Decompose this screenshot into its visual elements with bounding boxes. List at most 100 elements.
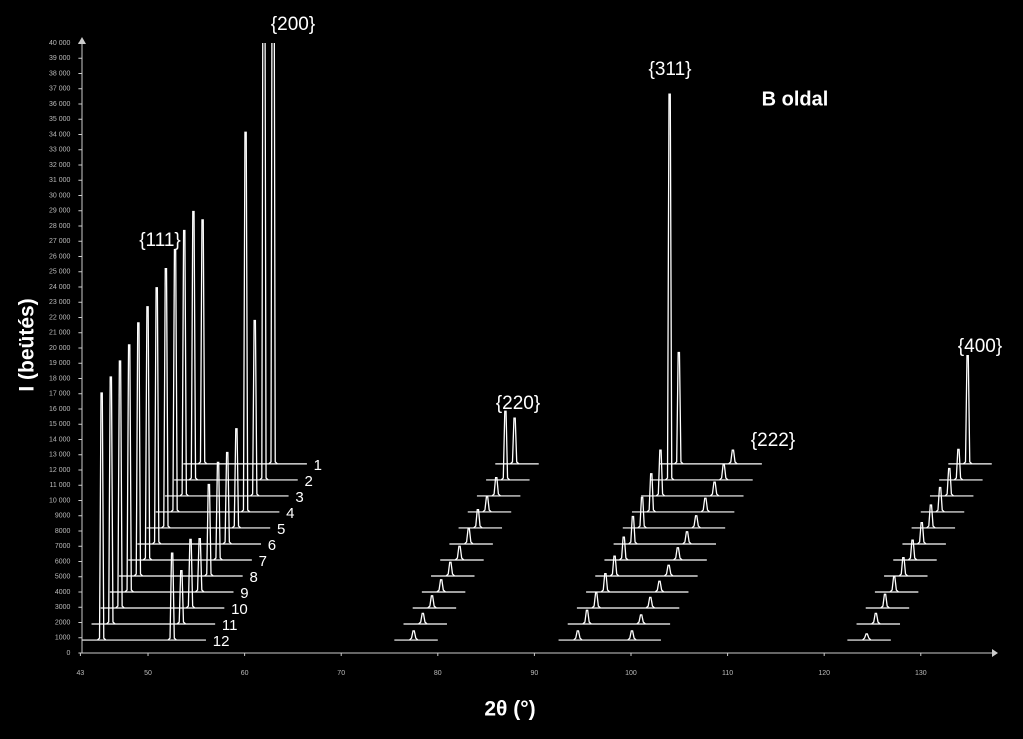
x-tick-label: 50 — [144, 670, 152, 677]
x-tick-label: 130 — [915, 670, 927, 677]
peak-label: {222} — [751, 430, 795, 451]
peak-label: {200} — [271, 14, 315, 35]
x-tick-label: 120 — [818, 670, 830, 677]
y-axis-label: I (beütés) — [16, 298, 39, 391]
y-tick-label: 21 000 — [49, 330, 71, 337]
peak — [591, 592, 601, 609]
x-axis-arrow — [992, 649, 998, 657]
peak — [719, 464, 729, 481]
annotation: B oldal — [762, 88, 829, 110]
peak — [654, 580, 665, 593]
y-tick-label: 30 000 — [49, 192, 71, 199]
y-tick-label: 1000 — [55, 635, 71, 642]
series-label: 11 — [222, 617, 238, 634]
y-tick-label: 35 000 — [49, 116, 71, 123]
peak — [454, 545, 465, 561]
peak — [926, 504, 936, 529]
series-label: 6 — [268, 537, 276, 554]
peak — [427, 595, 437, 609]
peak — [962, 354, 973, 465]
peak — [600, 573, 611, 593]
peak — [152, 287, 162, 545]
peak — [213, 461, 223, 561]
x-tick-label: 60 — [241, 670, 249, 677]
y-tick-label: 38 000 — [49, 70, 71, 77]
series-label: 2 — [305, 473, 313, 490]
series-label: 9 — [240, 585, 248, 602]
peak — [500, 410, 511, 481]
y-tick-label: 12 000 — [49, 467, 71, 474]
peak — [195, 537, 205, 593]
series-label: 5 — [277, 521, 285, 538]
peak — [880, 593, 890, 609]
y-tick-label: 23 000 — [49, 299, 71, 306]
peak — [637, 496, 647, 529]
peak — [509, 417, 520, 465]
peak — [674, 351, 684, 465]
x-tick-label: 80 — [434, 670, 442, 677]
y-tick-label: 14 000 — [49, 436, 71, 443]
peak — [889, 576, 899, 593]
peak — [464, 528, 474, 545]
peak — [728, 449, 738, 465]
peak — [188, 210, 199, 481]
peak — [709, 481, 720, 497]
peak — [142, 306, 153, 561]
peak — [663, 564, 674, 577]
peak — [473, 509, 483, 529]
peak — [133, 322, 144, 577]
peak — [96, 392, 107, 641]
y-tick-label: 32 000 — [49, 162, 71, 169]
y-tick-label: 31 000 — [49, 177, 71, 184]
series-label: 4 — [286, 505, 294, 522]
peak — [953, 448, 964, 481]
peak — [268, 43, 278, 465]
y-tick-label: 36 000 — [49, 101, 71, 108]
peak — [609, 555, 620, 577]
peak — [408, 630, 419, 641]
y-tick-label: 20 000 — [49, 345, 71, 352]
y-tick-label: 10 000 — [49, 497, 71, 504]
peak — [259, 43, 269, 481]
peak-label: {311} — [649, 59, 692, 80]
y-tick-label: 7000 — [55, 543, 71, 550]
peak — [636, 614, 646, 625]
x-tick-label: 70 — [337, 670, 345, 677]
x-tick-label: 43 — [77, 670, 85, 677]
traces — [82, 43, 992, 641]
series-label: 3 — [295, 489, 303, 506]
peak — [645, 596, 656, 609]
peak — [673, 547, 683, 561]
peak — [898, 557, 909, 577]
peak — [115, 360, 125, 609]
peak — [185, 538, 196, 609]
y-tick-label: 25 000 — [49, 269, 71, 276]
series-label: 7 — [259, 553, 267, 570]
peak — [935, 486, 945, 513]
peak — [627, 630, 637, 641]
series-label: 8 — [249, 569, 257, 586]
peak — [161, 268, 171, 529]
y-tick-label: 9000 — [55, 513, 71, 520]
y-tick-label: 33 000 — [49, 147, 71, 154]
y-tick-label: 37 000 — [49, 86, 71, 93]
peak — [418, 612, 428, 625]
peak — [907, 539, 918, 561]
peak — [179, 229, 189, 497]
x-tick-label: 100 — [625, 670, 637, 677]
y-axis-arrow — [78, 37, 86, 44]
peak — [197, 219, 208, 465]
y-tick-label: 13 000 — [49, 452, 71, 459]
x-tick-label: 90 — [531, 670, 539, 677]
y-tick-label: 17 000 — [49, 391, 71, 398]
peak — [250, 319, 260, 497]
peak-label: {400} — [958, 336, 1002, 357]
peak — [106, 376, 116, 625]
peak-label: {220} — [496, 393, 540, 414]
y-tick-label: 6000 — [55, 558, 71, 565]
y-tick-label: 22 000 — [49, 314, 71, 321]
peak — [124, 344, 134, 593]
peak — [861, 633, 872, 641]
series-label: 10 — [231, 601, 248, 618]
